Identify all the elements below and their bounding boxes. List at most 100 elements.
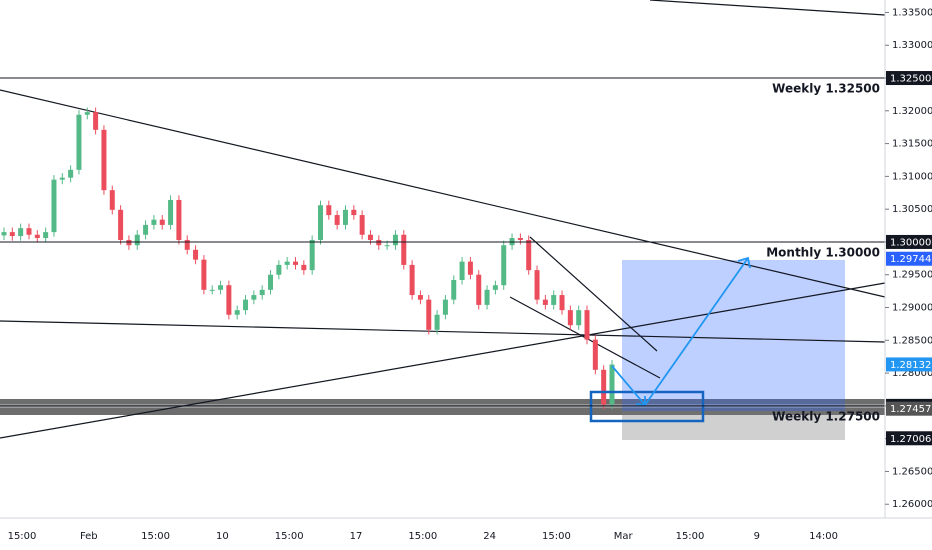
- candle-body: [209, 289, 215, 291]
- candle-body: [434, 314, 440, 330]
- candle-body: [76, 114, 82, 170]
- candle-body: [442, 299, 448, 315]
- time-axis: 15:00 Feb 15:00 10 15:00 17 15:00 24 15:00 Mar 15:…: [8, 531, 838, 542]
- candle-body: [234, 310, 240, 315]
- candle-body: [143, 224, 149, 235]
- y-tick-label: 1.29500: [892, 270, 932, 281]
- x-tick-label: 15:00: [275, 531, 304, 542]
- candle-body: [59, 177, 65, 180]
- level-label: Weekly 1.27500: [772, 409, 880, 423]
- entry-box: [589, 390, 705, 423]
- candle-body: [9, 232, 15, 237]
- candle-body: [467, 261, 473, 275]
- x-tick-label: 10: [216, 531, 229, 542]
- price-tag: [886, 251, 932, 266]
- candle-body: [159, 219, 165, 225]
- price-tag: [886, 71, 932, 86]
- y-tick-label: 1.26500: [892, 466, 932, 477]
- level-label: Monthly 1.30000: [766, 245, 880, 259]
- candle-body: [326, 205, 332, 216]
- candle-body: [476, 274, 482, 305]
- candle-body: [51, 179, 57, 233]
- candle-body: [43, 232, 49, 239]
- price-tag-label: 1.30000: [890, 237, 931, 248]
- candle-body: [592, 339, 598, 370]
- candle-body: [226, 285, 232, 315]
- candle-body: [259, 289, 265, 296]
- x-tick-label: 15:00: [676, 531, 705, 542]
- candle-body: [401, 234, 407, 265]
- trendline: [649, 0, 886, 16]
- price-tag: [886, 431, 932, 446]
- candle-body: [301, 264, 307, 271]
- target-box: [622, 260, 845, 411]
- candle-body: [351, 209, 357, 216]
- candle-body: [151, 219, 157, 225]
- x-tick-label: 24: [483, 531, 496, 542]
- candle-body: [34, 234, 40, 239]
- candle-body: [501, 245, 507, 286]
- trendline: [529, 236, 658, 352]
- y-tick-label: 1.33000: [892, 40, 932, 51]
- candle-body: [526, 239, 532, 271]
- price-tag: [886, 234, 932, 249]
- candles: [1, 107, 615, 410]
- candle-body: [492, 285, 498, 290]
- price-tag-label: 1.32500: [890, 74, 931, 85]
- candle-body: [284, 261, 290, 265]
- y-tick-label: 1.31500: [892, 139, 932, 150]
- y-tick-label: 1.26000: [892, 499, 932, 510]
- y-tick-label: 1.28000: [892, 368, 932, 379]
- candle-body: [601, 369, 607, 405]
- trendline: [0, 282, 886, 439]
- candle-body: [517, 238, 523, 240]
- candle-body: [176, 199, 182, 240]
- candle-body: [551, 295, 557, 305]
- y-tick-label: 1.32000: [892, 106, 932, 117]
- price-tags: 1.325001.300001.297441.281321.275001.274…: [886, 71, 932, 446]
- candle-body: [126, 239, 132, 246]
- x-tick-label: Feb: [80, 531, 98, 542]
- candle-body: [1, 232, 7, 236]
- candle-body: [384, 245, 390, 247]
- candle-body: [459, 261, 465, 280]
- x-tick-label: 17: [350, 531, 363, 542]
- candle-body: [109, 190, 115, 210]
- candle-body: [559, 295, 565, 311]
- candle-body: [118, 209, 124, 240]
- x-tick-label: 15:00: [8, 531, 37, 542]
- y-tick-label: 1.33500: [892, 7, 932, 18]
- stop-box: [622, 411, 845, 440]
- candle-body: [359, 215, 365, 235]
- price-tag-label: 1.27006: [890, 434, 931, 445]
- candle-body: [317, 205, 323, 240]
- candle-body: [251, 295, 257, 300]
- candle-body: [168, 199, 174, 225]
- candle-body: [417, 295, 423, 300]
- candle-body: [376, 239, 382, 246]
- candle-body: [534, 270, 540, 300]
- x-tick-label: 14:00: [809, 531, 838, 542]
- trendline: [0, 320, 886, 343]
- candle-body: [26, 228, 32, 235]
- candle-body: [218, 285, 224, 290]
- candle-body: [584, 310, 590, 340]
- candle-body: [243, 299, 249, 311]
- candle-body: [392, 234, 398, 246]
- candle-body: [567, 310, 573, 326]
- y-tick-label: 1.28500: [892, 335, 932, 346]
- candle-body: [201, 259, 207, 290]
- candle-body: [484, 289, 490, 305]
- price-tag: [886, 357, 932, 372]
- candle-body: [451, 279, 457, 300]
- candle-body: [367, 234, 373, 240]
- candle-body: [309, 239, 315, 271]
- candle-body: [101, 129, 107, 191]
- candle-body: [542, 299, 548, 305]
- candle-body: [426, 299, 432, 330]
- candle-body: [342, 209, 348, 225]
- candle-body: [268, 274, 274, 290]
- candle-body: [68, 169, 74, 178]
